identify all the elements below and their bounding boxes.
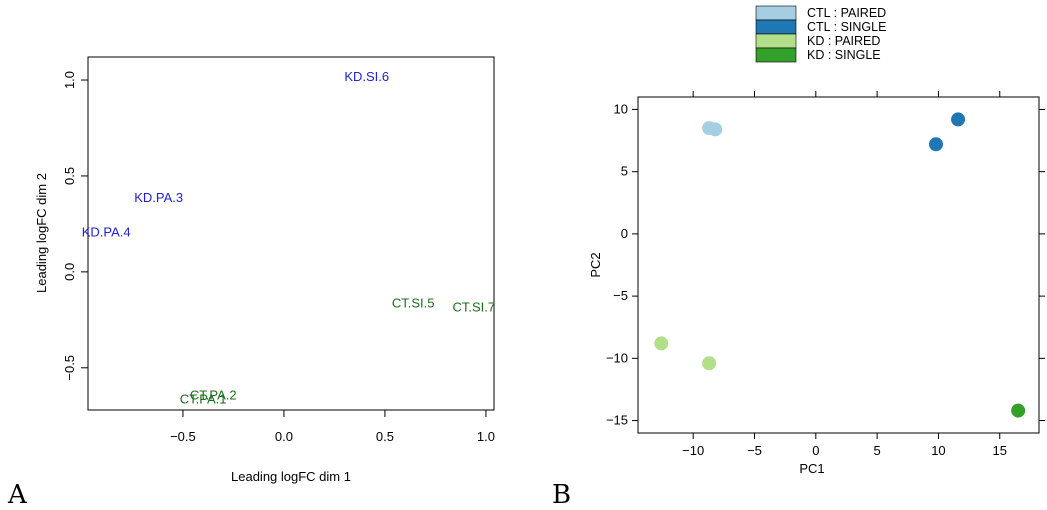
mds-point-label: KD.SI.6 — [344, 69, 389, 84]
mds-x-axis-label: Leading logFC dim 1 — [231, 469, 351, 484]
pca-point — [702, 356, 717, 371]
pca-point — [654, 336, 669, 351]
pca-x-tick-label: 15 — [993, 443, 1007, 458]
legend-swatch — [755, 5, 797, 21]
pca-y-tick-label: 10 — [614, 101, 628, 116]
mds-point-label: CT.PA.1 — [180, 391, 227, 406]
panel-letter-b: B — [552, 480, 571, 510]
mds-plot-frame — [87, 56, 495, 411]
mds-y-tick-label: −0.5 — [62, 355, 77, 381]
legend-entry-label: CTL : SINGLE — [807, 20, 886, 34]
legend-entry-label: CTL : PAIRED — [807, 6, 886, 20]
mds-points: KD.SI.6 KD.PA.3 KD.PA.4 CT.SI.5 CT.SI.7 CT.PA… — [82, 69, 495, 406]
mds-point-label: KD.PA.3 — [134, 190, 183, 205]
pca-point — [928, 137, 943, 152]
mds-point-label: CT.SI.5 — [392, 296, 435, 311]
pca-points — [654, 112, 1026, 418]
pca-x-axis-label: PC1 — [799, 461, 824, 476]
pca-point — [951, 112, 966, 127]
legend-swatch — [755, 33, 797, 49]
pca-y-axis-label: PC2 — [588, 252, 603, 277]
pca-y-tick-label: 0 — [621, 226, 628, 241]
mds-y-tick-label: 0.0 — [62, 263, 77, 281]
legend-swatch — [755, 47, 797, 63]
pca-y-tick-label: −15 — [606, 413, 628, 428]
pca-y-tick-label: 5 — [621, 164, 628, 179]
pca-x-tick-label: 0 — [812, 443, 819, 458]
mds-x-tick-label: −0.5 — [170, 429, 196, 444]
legend-swatch — [755, 19, 797, 35]
mds-x-tick-label: 1.0 — [477, 429, 495, 444]
legend-entry-label: KD : SINGLE — [807, 48, 881, 62]
mds-point-label: KD.PA.4 — [82, 225, 131, 240]
mds-point-label: CT.PA.2 — [190, 388, 237, 403]
mds-point-label: CT.SI.7 — [452, 299, 495, 314]
pca-x-tick-label: −10 — [682, 443, 704, 458]
pca-y-tick-label: −5 — [613, 288, 628, 303]
mds-y-tick-label: 0.5 — [62, 167, 77, 185]
mds-y-axis: −0.5 0.0 0.5 1.0 — [62, 71, 88, 381]
panel-letter-a: A — [7, 480, 28, 510]
pca-point — [708, 122, 723, 137]
pca-point — [1011, 403, 1026, 418]
pca-x-axis: −10 −5 0 5 10 15 — [682, 91, 1007, 458]
mds-y-tick-label: 1.0 — [62, 71, 77, 89]
mds-plot-panel: −0.5 0.0 0.5 1.0 −0.5 0.0 0.5 1.0 KD.SI.6 KD.PA… — [7, 56, 495, 510]
legend-entry-label: KD : PAIRED — [807, 34, 880, 48]
pca-y-tick-label: −10 — [606, 350, 628, 365]
mds-x-axis: −0.5 0.0 0.5 1.0 — [170, 410, 495, 444]
pca-x-tick-label: 10 — [931, 443, 945, 458]
pca-plot-frame — [637, 96, 1040, 434]
pca-y-axis: 10 5 0 −5 −10 −15 — [606, 101, 1045, 428]
pca-x-tick-label: −5 — [747, 443, 762, 458]
pca-x-tick-label: 5 — [874, 443, 881, 458]
mds-y-axis-label: Leading logFC dim 2 — [34, 173, 49, 293]
mds-x-tick-label: 0.0 — [275, 429, 293, 444]
mds-x-tick-label: 0.5 — [376, 429, 394, 444]
